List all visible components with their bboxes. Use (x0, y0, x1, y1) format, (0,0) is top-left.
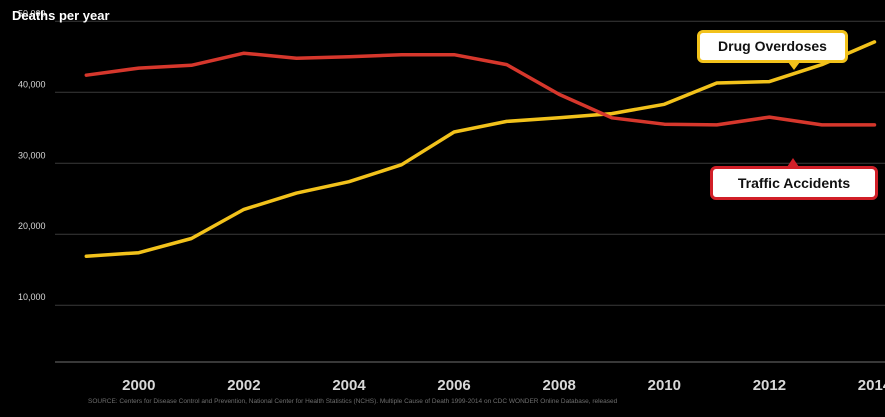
gridlines (55, 20, 885, 363)
x-tick-label-2002: 2002 (227, 377, 260, 394)
y-tick-label-2: 30,000 (18, 150, 46, 160)
x-axis-ticks: 2000 2002 2004 2006 2008 2010 2012 2014 (122, 377, 885, 394)
x-tick-label-2012: 2012 (753, 377, 786, 394)
source-note: SOURCE: Centers for Disease Control and … (88, 398, 618, 405)
y-tick-label-1: 20,000 (18, 221, 46, 231)
series-line-1 (84, 51, 877, 127)
y-tick-label-4: 50,000 (18, 8, 46, 18)
x-tick-label-2004: 2004 (332, 377, 366, 394)
x-tick-label-2014: 2014 (858, 377, 885, 394)
series-line-0 (84, 40, 877, 258)
y-tick-label-3: 40,000 (18, 79, 46, 89)
legend-traffic-accidents: Traffic Accidents (710, 166, 878, 200)
callout-pointer-traffic (787, 158, 799, 167)
y-axis-ticks: 10,000 20,000 30,000 40,000 50,000 (18, 8, 46, 302)
y-tick-label-0: 10,000 (18, 292, 46, 302)
legend-drug-overdoses: Drug Overdoses (697, 30, 848, 63)
series-lines (84, 40, 877, 258)
x-tick-label-2006: 2006 (437, 377, 470, 394)
x-tick-label-2000: 2000 (122, 377, 155, 394)
callout-pointer-drug (788, 62, 800, 70)
x-tick-label-2008: 2008 (543, 377, 576, 394)
x-tick-label-2010: 2010 (648, 377, 681, 394)
y-axis-label: Deaths per year (12, 8, 110, 23)
